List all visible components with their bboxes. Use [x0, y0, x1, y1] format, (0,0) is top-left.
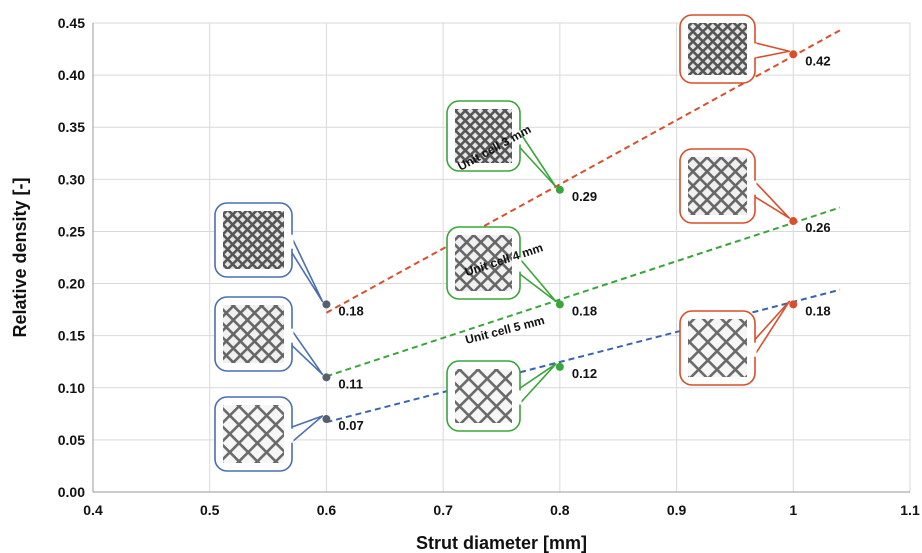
x-tick-label: 0.5 — [200, 502, 220, 518]
y-tick-label: 0.30 — [58, 171, 85, 187]
lattice-image — [455, 235, 512, 291]
image-callout — [679, 148, 791, 224]
image-callout — [214, 396, 324, 472]
data-point — [555, 362, 564, 371]
x-tick-label: 0.6 — [317, 502, 337, 518]
x-tick-label: 0.7 — [433, 502, 453, 518]
data-points — [322, 50, 798, 424]
data-point — [322, 373, 331, 382]
trend-line — [325, 29, 841, 314]
lattice-image — [688, 23, 747, 75]
data-label: 0.18 — [805, 303, 830, 318]
y-tick-label: 0.25 — [58, 223, 85, 239]
data-labels: 0.18 0.29 0.42 0.11 0.18 0.26 0.07 0.12 0.18 — [338, 53, 830, 433]
y-axis-title: Relative density [-] — [10, 177, 30, 337]
data-point — [555, 185, 564, 194]
image-callout — [679, 300, 791, 386]
trend-lines — [325, 29, 841, 424]
data-label: 0.42 — [805, 53, 830, 68]
data-point — [555, 300, 564, 309]
lattice-image — [455, 369, 512, 423]
series-label: Unit cell 5 mm — [464, 313, 546, 347]
x-tick-label: 0.4 — [83, 502, 103, 518]
trend-line — [326, 206, 841, 378]
y-tick-label: 0.20 — [58, 276, 85, 292]
callout-pointer — [752, 178, 791, 219]
callout-pointer — [752, 41, 791, 60]
lattice-image — [688, 157, 747, 215]
y-tick-label: 0.15 — [58, 328, 85, 344]
y-tick-label: 0.35 — [58, 119, 85, 135]
image-callout — [679, 14, 791, 84]
data-label: 0.29 — [572, 189, 597, 204]
y-tick-label: 0.40 — [58, 67, 85, 83]
trend-line — [326, 288, 841, 424]
x-tick-label: 1 — [789, 502, 797, 518]
callout-pointer — [752, 300, 791, 359]
axes: 0.4 0.5 0.6 0.7 0.8 0.9 1 1.1 0.00 0.05 0.10 0.15 0.… — [58, 15, 920, 518]
callout-pointer — [289, 232, 324, 303]
data-label: 0.26 — [805, 220, 830, 235]
image-callout — [446, 100, 557, 188]
data-point — [322, 300, 331, 309]
lattice-image — [223, 211, 284, 269]
callout-pointer — [289, 326, 324, 376]
image-callout — [214, 202, 324, 303]
data-label: 0.11 — [338, 376, 363, 391]
lattice-image — [688, 319, 747, 377]
data-point — [789, 217, 798, 226]
x-tick-label: 1.1 — [900, 502, 920, 518]
image-callouts — [214, 14, 791, 472]
y-tick-label: 0.45 — [58, 15, 85, 31]
x-tick-label: 0.9 — [667, 502, 687, 518]
y-tick-label: 0.05 — [58, 432, 85, 448]
data-label: 0.18 — [338, 303, 363, 318]
y-tick-label: 0.10 — [58, 380, 85, 396]
callout-pointer — [517, 255, 557, 303]
data-point — [789, 50, 798, 59]
lattice-image — [455, 109, 512, 163]
data-label: 0.18 — [572, 303, 597, 318]
y-tick-label: 0.00 — [58, 484, 85, 500]
data-point — [789, 300, 798, 309]
image-callout — [214, 296, 324, 376]
callout-pointer — [517, 363, 557, 407]
lattice-image — [223, 405, 284, 463]
data-label: 0.12 — [572, 366, 597, 381]
x-axis-title: Strut diameter [mm] — [416, 533, 587, 553]
x-tick-label: 0.8 — [550, 502, 570, 518]
lattice-image — [223, 305, 284, 363]
image-callout — [446, 360, 557, 432]
data-point — [322, 415, 331, 424]
image-callout — [446, 226, 557, 303]
data-label: 0.07 — [338, 418, 363, 433]
